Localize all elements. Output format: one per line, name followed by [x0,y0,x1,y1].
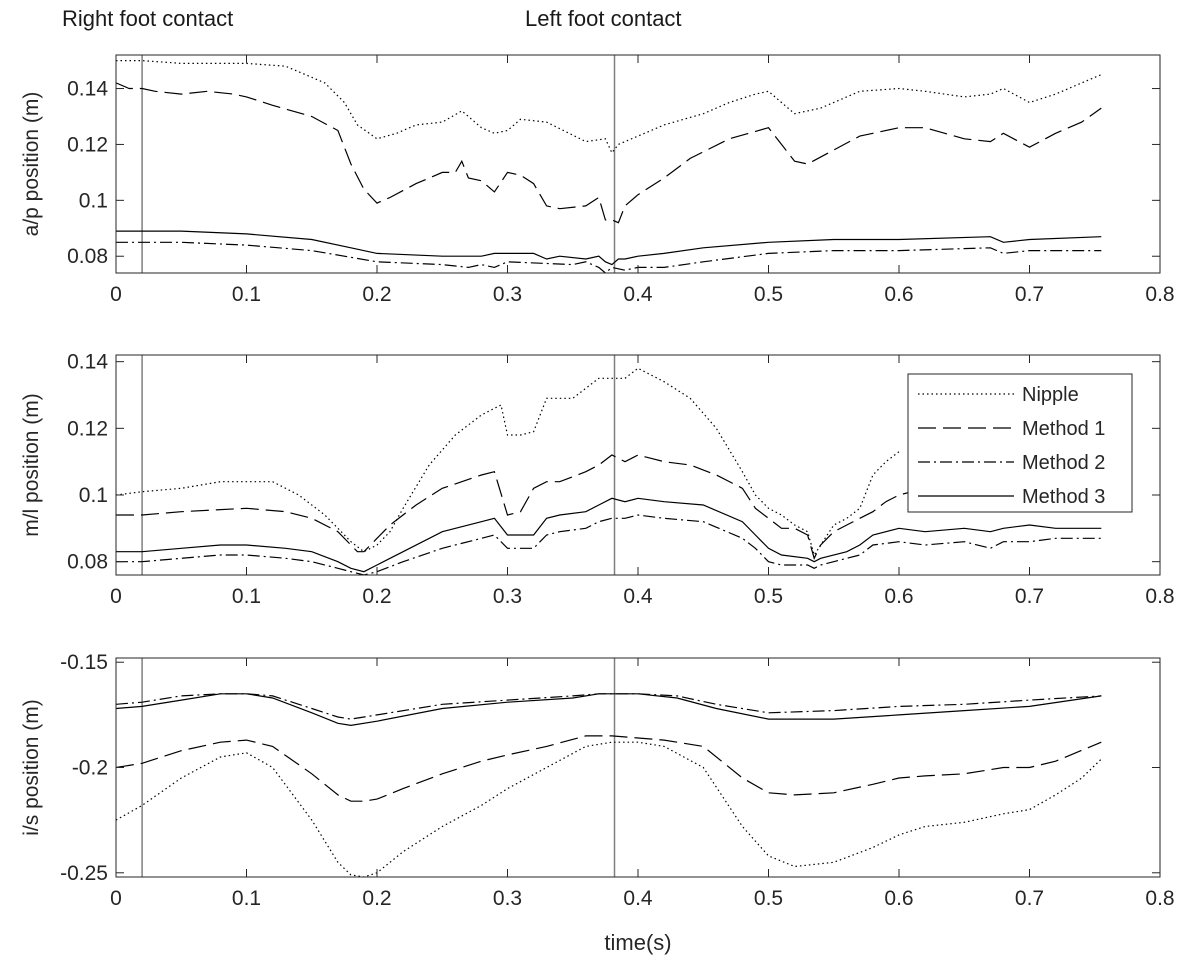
x-tick-label: 0.2 [362,283,391,306]
x-tick-label: 0.6 [884,283,913,306]
x-tick-label: 0.4 [623,283,653,306]
x-tick-label: 0.3 [493,887,522,910]
x-tick-label: 0.8 [1145,283,1174,306]
y-axis-label: a/p position (m) [20,92,43,237]
y-tick-label: -0.25 [60,862,108,885]
x-tick-label: 0.5 [754,887,783,910]
legend-label-3: Method 2 [1022,452,1105,474]
x-tick-label: 0.3 [493,585,522,608]
series-line-1 [116,741,1102,877]
series-line-4 [116,693,1102,727]
x-tick-label: 0.1 [232,283,261,306]
y-tick-label: 0.12 [67,133,108,156]
series-line-1 [116,367,900,557]
x-tick-label: 0.6 [884,887,913,910]
legend-label-4: Method 3 [1022,486,1105,508]
x-tick-label: 0.8 [1145,585,1174,608]
x-tick-label: 0.4 [623,585,653,608]
x-tick-label: 0.1 [232,585,261,608]
y-tick-label: 0.1 [79,189,108,212]
x-tick-label: 0.4 [623,887,653,910]
left-foot-contact-label: Left foot contact [525,6,682,31]
x-tick-label: 0.2 [362,585,391,608]
x-tick-label: 0.7 [1015,887,1044,910]
series-line-2 [116,735,1102,802]
y-tick-label: 0.12 [67,417,108,440]
legend-box [907,373,1133,513]
x-tick-label: 0 [110,283,122,306]
x-tick-label: 0.5 [754,283,783,306]
y-axis-label: m/l position (m) [20,393,43,537]
y-tick-label: 0.14 [67,351,108,374]
right-foot-contact-label: Right foot contact [62,6,234,31]
series-line-3 [116,693,1102,720]
series-line-3 [116,514,1102,575]
series-line-1 [116,59,1102,154]
series-line-2 [116,454,926,560]
panel-3: 0 0.1 0.2 0.3 0.4 0.5 0.6 0.7 0.8 -0.25 -0.2 -0.15 i… [20,651,1175,955]
y-tick-label: 0.08 [67,551,108,574]
series-line-2 [116,82,1102,224]
series-line-4 [116,497,1102,573]
x-tick-label: 0.7 [1015,283,1044,306]
x-axis-label: time(s) [604,930,671,955]
x-tick-label: 0.5 [754,585,783,608]
legend: Nipple Method 1 Method 2 Method 3 [907,373,1133,513]
y-tick-label: 0.08 [67,245,108,268]
x-tick-label: 0.7 [1015,585,1044,608]
y-axis-label: i/s position (m) [20,699,43,836]
x-tick-label: 0 [110,887,122,910]
x-tick-label: 0.3 [493,283,522,306]
y-tick-label: -0.15 [60,651,108,674]
x-tick-label: 0.1 [232,887,261,910]
panel-1: 0 0.1 0.2 0.3 0.4 0.5 0.6 0.7 0.8 0.08 0.1 0.12 0.14… [20,54,1175,306]
panel-2: 0 0.1 0.2 0.3 0.4 0.5 0.6 0.7 0.8 0.08 0.1 0.12 0.14… [20,351,1175,608]
legend-label-2: Method 1 [1022,418,1105,440]
axes-box [115,54,1161,274]
x-tick-label: 0.2 [362,887,391,910]
x-tick-label: 0.8 [1145,887,1174,910]
legend-label-1: Nipple [1022,384,1079,406]
series-line-4 [116,230,1102,266]
y-tick-label: 0.14 [67,78,108,101]
x-tick-label: 0 [110,585,122,608]
y-tick-label: -0.2 [72,757,108,780]
series-line-3 [116,241,1102,273]
y-tick-label: 0.1 [79,484,108,507]
x-tick-label: 0.6 [884,585,913,608]
